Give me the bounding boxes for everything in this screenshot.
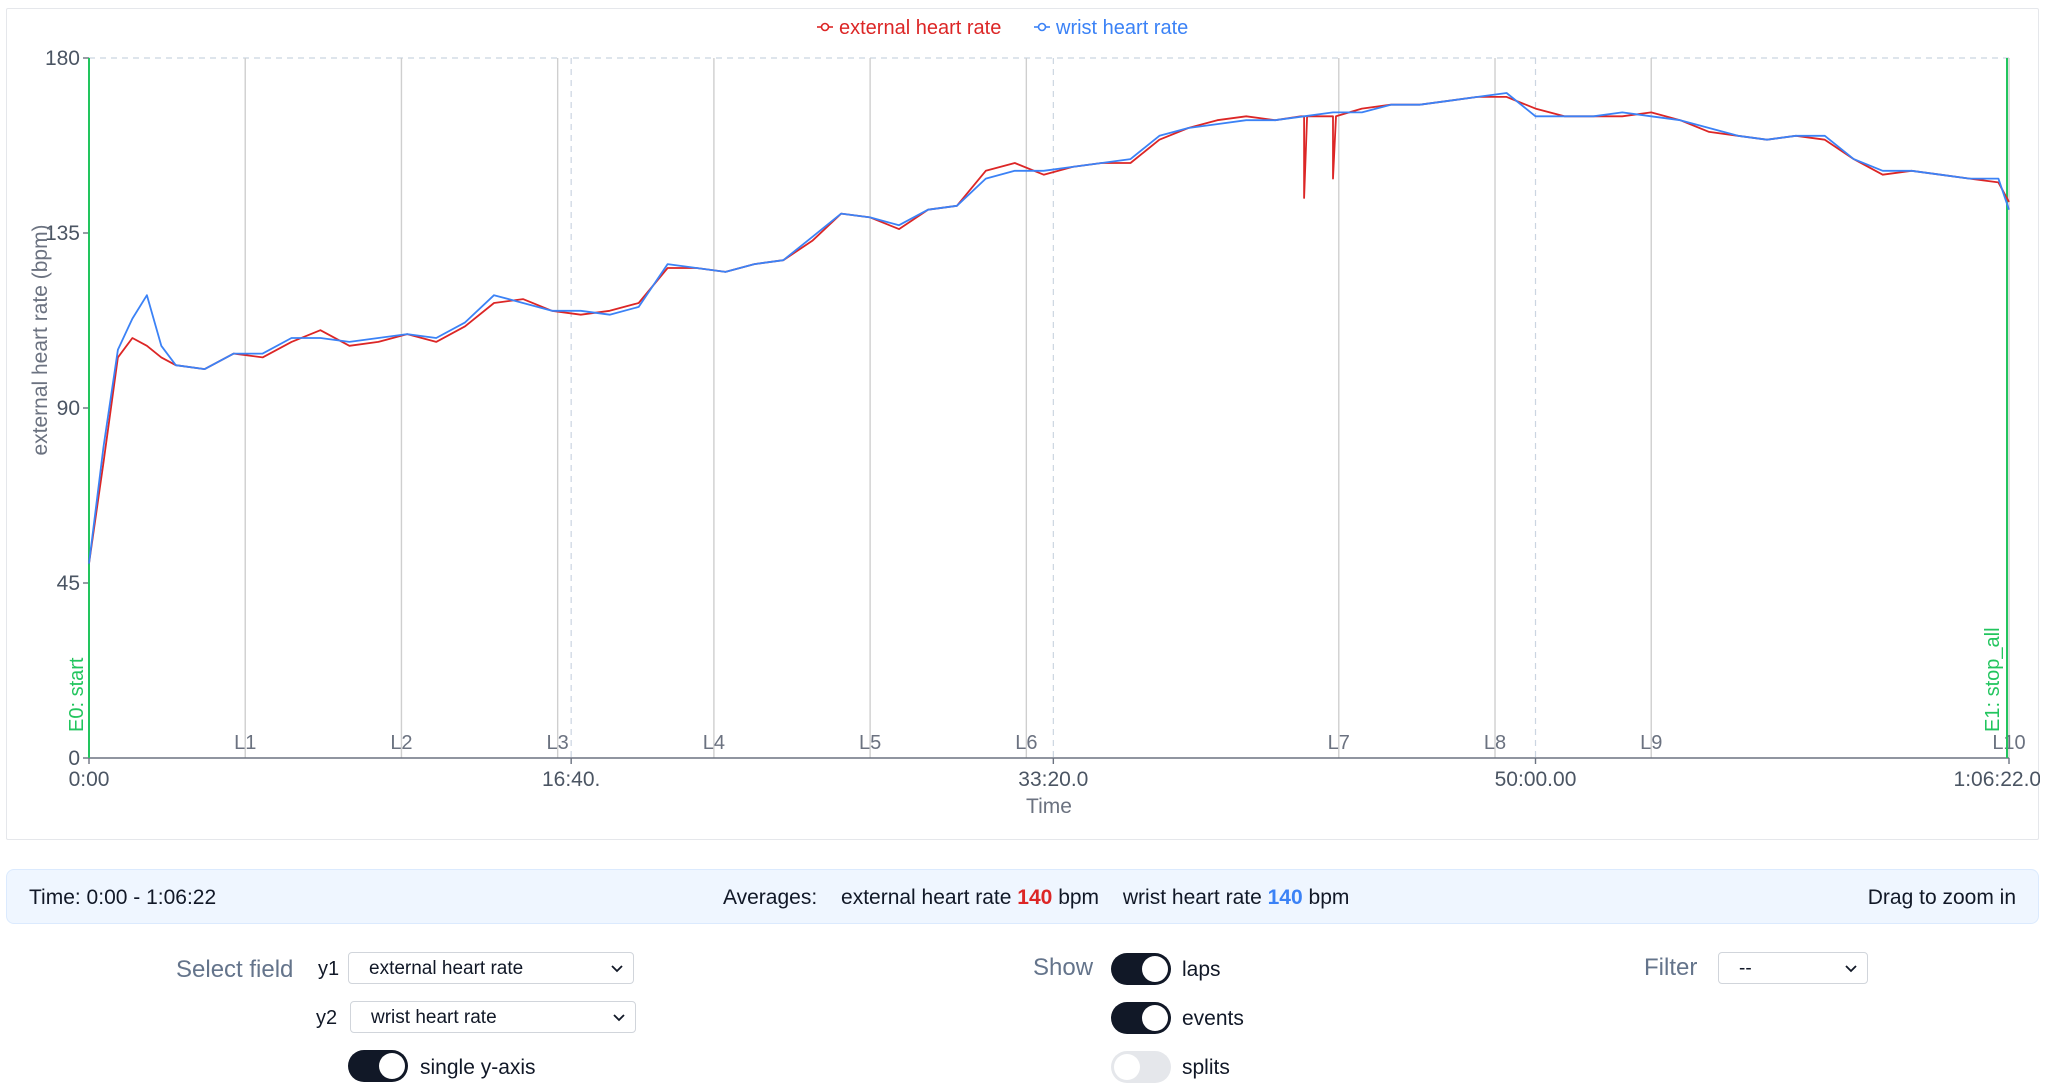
- events-toggle[interactable]: [1111, 1002, 1171, 1034]
- chevron-down-icon: [1845, 965, 1857, 973]
- legend-label: external heart rate: [839, 17, 1001, 39]
- y-tick-label: 45: [57, 572, 80, 595]
- lap-label: L6: [1015, 732, 1037, 754]
- x-tick-label: 0:00: [69, 768, 110, 791]
- chevron-down-icon: [611, 965, 623, 973]
- events-toggle-label: events: [1182, 1007, 1244, 1030]
- toggle-knob: [1142, 1005, 1168, 1031]
- info-bar: Time: 0:00 - 1:06:22 Averages: external …: [6, 869, 2039, 924]
- y-axis-title: external heart rate (bpm): [29, 224, 52, 455]
- lap-label: L1: [234, 732, 256, 754]
- lap-label: L8: [1484, 732, 1506, 754]
- x-axis-title: Time: [1026, 795, 1072, 818]
- y1-label: y1: [318, 958, 340, 980]
- heart-rate-chart[interactable]: L1 L2 L3 L4 L5 L6 L7 L8 L9 L10 180 135 90 45 00:00 16:4…: [7, 9, 2040, 841]
- x-tick-label: 16:40.: [542, 768, 600, 791]
- chart-card[interactable]: L1 L2 L3 L4 L5 L6 L7 L8 L9 L10 180 135 90 45 0 0:00 16:4…: [6, 8, 2040, 841]
- zoom-hint: Drag to zoom in: [1867, 886, 2016, 909]
- laps-toggle-label: laps: [1182, 958, 1221, 981]
- averages: Averages: external heart rate 140 bpm wr…: [723, 886, 1349, 910]
- legend-swatch-dot: [820, 22, 830, 32]
- chevron-down-icon: [613, 1014, 625, 1022]
- y2-select[interactable]: wrist heart rate: [350, 1001, 636, 1033]
- avg1-value: 140: [1017, 886, 1053, 909]
- y1-select[interactable]: external heart rate: [348, 952, 634, 984]
- legend-label: wrist heart rate: [1055, 17, 1188, 39]
- splits-toggle-label: splits: [1182, 1056, 1230, 1079]
- splits-toggle[interactable]: [1111, 1051, 1171, 1083]
- x-tick-label: 1:06:22.000: [1954, 768, 2040, 791]
- avg1-unit: bpm: [1058, 886, 1100, 909]
- event-label: E1: stop_all: [1982, 627, 2004, 732]
- y1-select-value: external heart rate: [369, 958, 524, 979]
- y2-select-value: wrist heart rate: [371, 1007, 497, 1028]
- toggle-knob: [1142, 956, 1168, 982]
- laps-toggle[interactable]: [1111, 953, 1171, 985]
- filter-label: Filter: [1644, 954, 1698, 981]
- y-tick-label: 90: [57, 397, 80, 420]
- avg2-value: 140: [1267, 886, 1303, 909]
- series-line-2: [88, 92, 2010, 564]
- avg2-unit: bpm: [1308, 886, 1350, 909]
- avg2-label: wrist heart rate: [1122, 886, 1262, 909]
- select-field-label: Select field: [176, 956, 294, 983]
- lap-label: L4: [703, 732, 725, 754]
- lap-label: L9: [1640, 732, 1662, 754]
- time-range: Time: 0:00 - 1:06:22: [29, 886, 217, 909]
- show-label: Show: [1033, 954, 1094, 981]
- y2-label: y2: [316, 1007, 338, 1029]
- event-label: E0: start: [66, 657, 88, 732]
- x-tick-label: 33:20.0: [1018, 768, 1088, 791]
- single-y-axis-toggle[interactable]: [348, 1050, 408, 1082]
- filter-select-value: --: [1739, 958, 1752, 979]
- toggle-knob: [1114, 1054, 1140, 1080]
- lap-label: L2: [390, 732, 412, 754]
- y-tick-label: 180: [45, 47, 80, 70]
- lap-label: L3: [547, 732, 569, 754]
- x-tick-label: 50:00.00: [1495, 768, 1577, 791]
- lap-label: L10: [1992, 732, 2025, 754]
- toggle-knob: [379, 1053, 405, 1079]
- avg1-label: external heart rate: [841, 886, 1012, 909]
- single-y-axis-label: single y-axis: [420, 1056, 536, 1079]
- lap-label: L5: [859, 732, 881, 754]
- filter-select[interactable]: --: [1718, 952, 1868, 984]
- y-tick-label: 0: [68, 747, 80, 770]
- series-line-1: [88, 96, 2010, 564]
- legend-swatch-dot: [1037, 22, 1047, 32]
- lap-label: L7: [1328, 732, 1350, 754]
- averages-label: Averages:: [723, 886, 818, 909]
- y-tick-label: 135: [45, 222, 80, 245]
